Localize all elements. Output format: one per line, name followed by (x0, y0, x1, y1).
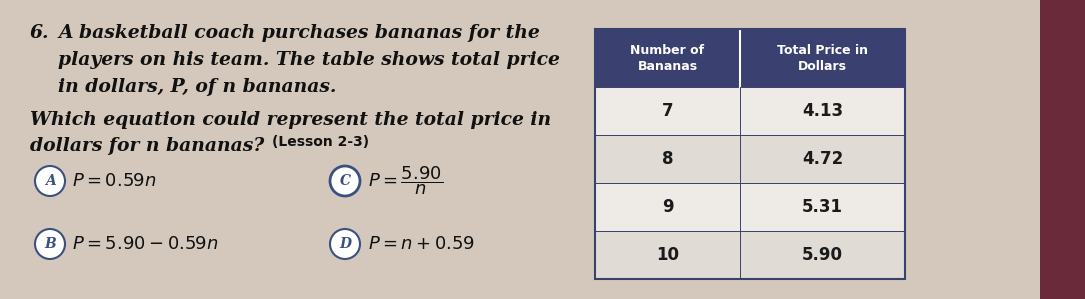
Text: 4.72: 4.72 (802, 150, 843, 168)
Bar (595, 231, 905, 279)
Circle shape (330, 229, 360, 259)
Text: C: C (340, 174, 350, 188)
Bar (595, 87, 905, 135)
Text: dollars for n bananas?: dollars for n bananas? (30, 137, 265, 155)
Circle shape (35, 229, 65, 259)
Text: 10: 10 (656, 246, 679, 264)
Text: $P = n + 0.59$: $P = n + 0.59$ (368, 235, 474, 253)
Bar (595, 29, 905, 87)
Text: B: B (44, 237, 55, 251)
Text: A basketball coach purchases bananas for the: A basketball coach purchases bananas for… (58, 24, 539, 42)
Circle shape (330, 166, 360, 196)
Bar (595, 183, 905, 231)
Text: 9: 9 (662, 198, 674, 216)
Text: A: A (44, 174, 55, 188)
Text: Number of
Bananas: Number of Bananas (630, 43, 704, 72)
Text: in dollars, P, of n bananas.: in dollars, P, of n bananas. (58, 78, 336, 96)
Text: $P = 0.59n$: $P = 0.59n$ (72, 172, 156, 190)
Text: 8: 8 (662, 150, 674, 168)
Bar (595, 29, 905, 279)
Text: 5.90: 5.90 (802, 246, 843, 264)
Text: 6.: 6. (30, 24, 50, 42)
Bar (1041, 0, 1085, 299)
Text: (Lesson 2-3): (Lesson 2-3) (272, 135, 369, 149)
Text: $P = \dfrac{5.90}{n}$: $P = \dfrac{5.90}{n}$ (368, 165, 443, 197)
Text: 4.13: 4.13 (802, 102, 843, 120)
Text: D: D (339, 237, 352, 251)
Text: players on his team. The table shows total price: players on his team. The table shows tot… (58, 51, 560, 69)
Text: Which equation could represent the total price in: Which equation could represent the total… (30, 111, 551, 129)
Text: Total Price in
Dollars: Total Price in Dollars (777, 43, 868, 72)
Circle shape (35, 166, 65, 196)
Text: $P = 5.90 - 0.59n$: $P = 5.90 - 0.59n$ (72, 235, 218, 253)
Text: 5.31: 5.31 (802, 198, 843, 216)
Text: 7: 7 (662, 102, 674, 120)
Bar (595, 135, 905, 183)
